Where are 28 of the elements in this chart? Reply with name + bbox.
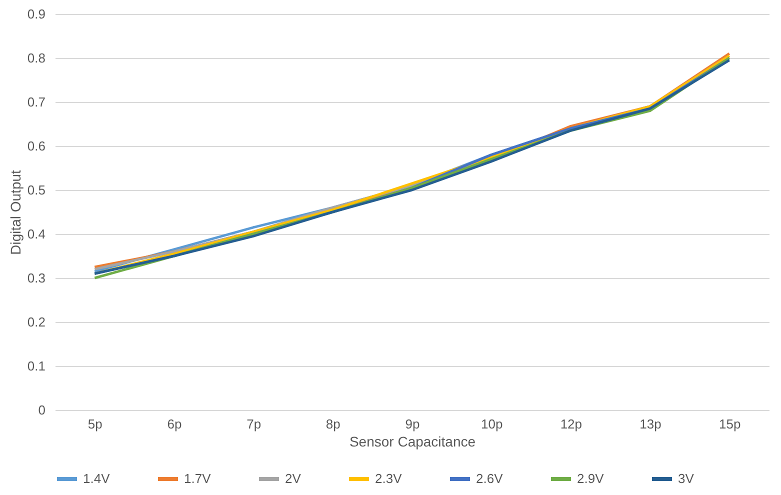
y-tick-label: 0.6 <box>27 138 46 154</box>
x-tick-label: 7p <box>246 416 262 432</box>
x-tick-label: 8p <box>326 416 340 432</box>
x-tick-label: 12p <box>560 416 582 432</box>
y-tick-label: 0.2 <box>27 314 46 330</box>
y-tick-label: 0.7 <box>27 94 46 110</box>
y-tick-label: 0 <box>38 402 46 418</box>
x-tick-label: 5p <box>88 416 102 432</box>
x-tick-label: 10p <box>480 416 503 432</box>
legend-label: 1.7V <box>184 471 212 486</box>
y-tick-label: 0.5 <box>27 182 46 198</box>
y-tick-label: 0.8 <box>27 50 46 66</box>
y-tick-label: 0.1 <box>27 358 46 374</box>
x-tick-label: 6p <box>167 416 182 432</box>
legend-label: 2V <box>285 471 302 486</box>
y-axis-title: Digital Output <box>7 170 24 255</box>
legend-label: 1.4V <box>83 471 110 486</box>
legend-label: 3V <box>678 471 694 486</box>
legend-label: 2.6V <box>476 471 504 486</box>
legend-label: 2.3V <box>375 471 402 486</box>
legend-label: 2.9V <box>577 471 604 486</box>
x-tick-label: 15p <box>718 416 741 432</box>
x-axis-title: Sensor Capacitance <box>349 434 476 450</box>
x-tick-label: 13p <box>640 416 662 432</box>
y-tick-label: 0.4 <box>27 226 46 242</box>
y-tick-label: 0.3 <box>27 270 46 286</box>
y-tick-label: 0.9 <box>27 6 46 22</box>
x-tick-label: 9p <box>405 416 420 432</box>
